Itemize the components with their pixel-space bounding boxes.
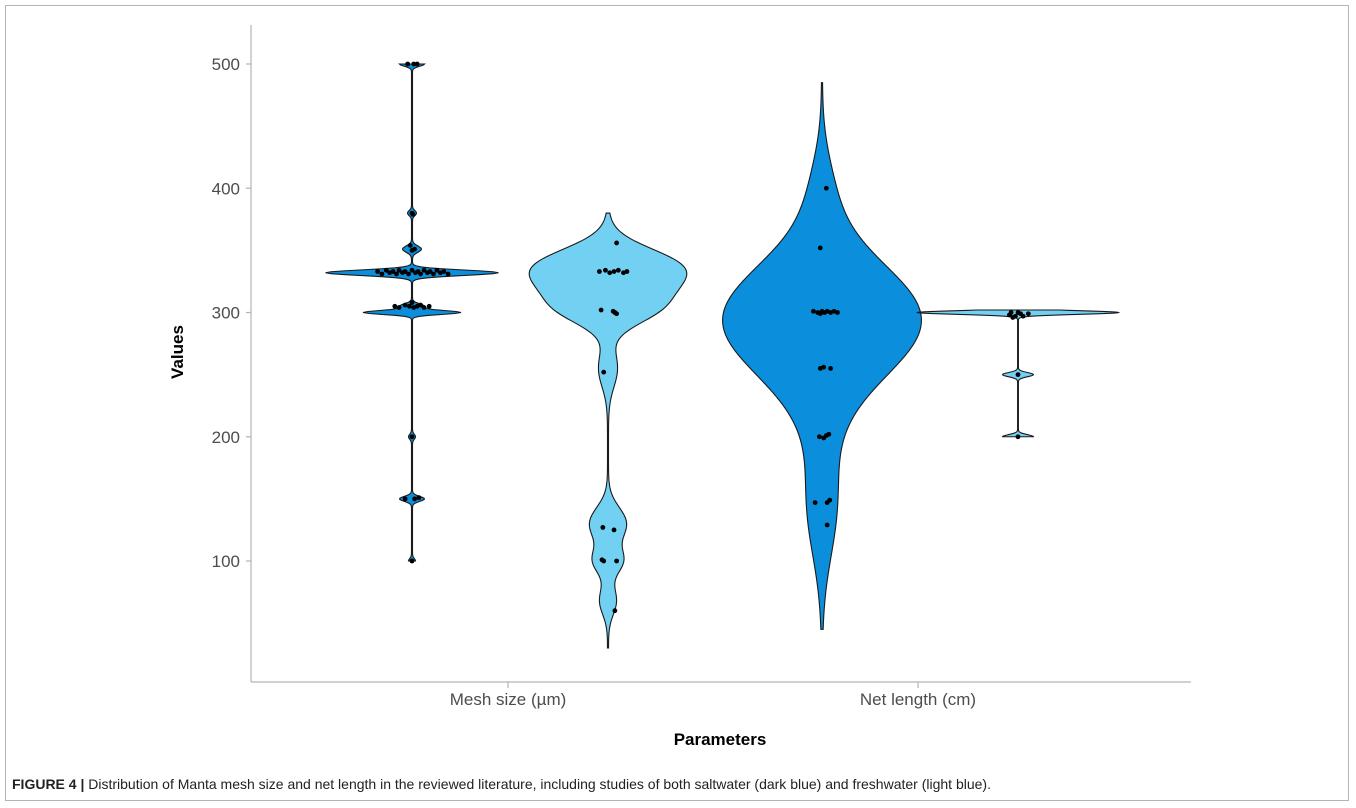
data-point xyxy=(598,307,604,313)
data-point xyxy=(600,525,606,530)
data-point xyxy=(1025,311,1031,317)
data-point xyxy=(402,496,408,502)
data-point xyxy=(1015,372,1021,378)
data-point xyxy=(611,269,617,274)
data-point xyxy=(827,497,833,503)
data-point xyxy=(441,269,447,274)
data-point xyxy=(414,61,420,67)
data-point xyxy=(1015,434,1021,440)
data-point xyxy=(407,303,412,309)
data-point xyxy=(379,271,385,277)
data-point xyxy=(607,270,613,276)
y-tick-label: 100 xyxy=(212,552,240,571)
data-point xyxy=(409,267,415,273)
data-point xyxy=(421,267,427,273)
data-point xyxy=(434,267,440,273)
data-point xyxy=(412,496,417,502)
data-point xyxy=(392,303,398,309)
data-point xyxy=(601,558,607,564)
data-point xyxy=(828,366,833,371)
data-point xyxy=(396,305,402,310)
data-point xyxy=(418,271,423,277)
data-point xyxy=(409,300,415,305)
data-point xyxy=(826,431,832,437)
data-point xyxy=(824,522,830,528)
data-point xyxy=(421,305,427,310)
y-ticks: 100 200 300 400 500 xyxy=(212,55,251,571)
data-point xyxy=(416,495,422,501)
data-point xyxy=(418,302,423,308)
data-point xyxy=(817,245,823,251)
data-point xyxy=(835,310,840,315)
data-point xyxy=(615,267,621,273)
data-point xyxy=(445,271,451,277)
data-point xyxy=(611,527,617,533)
data-point xyxy=(383,267,389,273)
data-point xyxy=(407,243,413,248)
data-point xyxy=(821,364,827,370)
y-tick-label: 200 xyxy=(212,428,240,447)
data-point xyxy=(1020,313,1026,319)
data-point xyxy=(426,303,432,309)
data-point xyxy=(411,61,417,67)
data-point xyxy=(396,267,402,273)
data-point xyxy=(1013,313,1018,319)
y-axis-title: Values xyxy=(168,325,187,379)
y-tick-label: 400 xyxy=(212,179,240,198)
caption-text: Distribution of Manta mesh size and net … xyxy=(84,776,991,792)
y-tick-label: 500 xyxy=(212,55,240,74)
data-point xyxy=(597,269,602,274)
y-tick-label: 300 xyxy=(212,304,240,323)
data-point xyxy=(603,267,608,273)
data-point xyxy=(601,369,607,375)
violin-layer xyxy=(325,63,1121,649)
data-point xyxy=(614,558,619,564)
data-point xyxy=(375,269,380,274)
data-point xyxy=(402,269,408,274)
violin-saltwater-mesh-size xyxy=(325,63,499,562)
data-point xyxy=(409,434,415,440)
data-point xyxy=(431,271,436,277)
x-axis-title: Parameters xyxy=(674,730,767,749)
figure-caption: FIGURE 4 | Distribution of Manta mesh si… xyxy=(12,776,1342,792)
data-point xyxy=(427,269,433,274)
data-point xyxy=(390,269,396,274)
data-point xyxy=(1008,310,1014,315)
data-point xyxy=(612,608,618,614)
data-point xyxy=(614,311,619,317)
violin-saltwater-net-length xyxy=(722,82,922,630)
x-tick-label: Mesh size (µm) xyxy=(450,690,567,709)
points-layer xyxy=(375,61,1031,614)
caption-label: FIGURE 4 | xyxy=(12,776,85,792)
data-point xyxy=(410,211,416,217)
figure-frame xyxy=(5,5,1349,801)
x-ticks: Mesh size (µm) Net length (cm) xyxy=(450,682,976,709)
data-point xyxy=(823,185,829,191)
data-point xyxy=(811,308,816,314)
data-point xyxy=(394,271,399,277)
data-point xyxy=(405,61,411,67)
violin-chart: 100 200 300 400 500 Mesh size (µm) Net length… xyxy=(168,25,1191,749)
data-point xyxy=(624,269,630,274)
data-point xyxy=(406,271,411,277)
data-point xyxy=(409,247,415,253)
x-tick-label: Net length (cm) xyxy=(860,690,976,709)
data-point xyxy=(409,558,415,564)
data-point xyxy=(812,500,818,505)
violin-freshwater-mesh-size xyxy=(528,212,688,649)
data-point xyxy=(614,240,619,246)
data-point xyxy=(402,302,408,308)
data-point xyxy=(817,434,822,440)
